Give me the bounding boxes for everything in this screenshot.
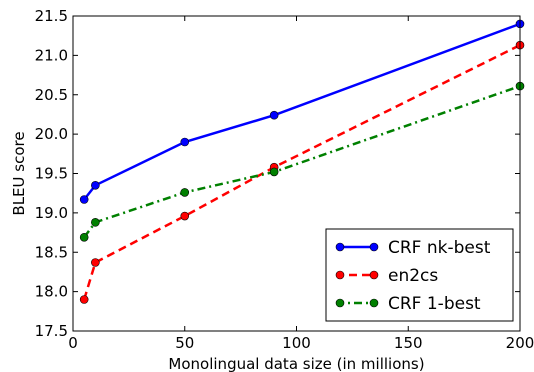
series-2-point (180, 211, 190, 221)
y-tick-label: 18.0 (35, 283, 68, 301)
series-line-2 (82, 44, 521, 300)
x-tick-label: 100 (282, 334, 311, 352)
series-1-point (269, 110, 279, 120)
y-tick-label: 18.5 (35, 243, 68, 261)
x-tick-label: 150 (394, 334, 423, 352)
series-layer (79, 19, 525, 304)
series-1-point (79, 195, 89, 204)
legend-label-3: CRF 1-best (388, 294, 481, 314)
series-3-point (91, 218, 100, 227)
series-3-point (79, 232, 89, 242)
legend-box (325, 228, 514, 322)
legend-label-1: CRF nk-best (388, 238, 491, 258)
ticks-layer: 0 50 100 150 200 17.5 18.0 18.5 19.0 19.5 20.0 20.5… (35, 7, 534, 352)
x-axis-label: Monolingual data size (in millions) (168, 355, 424, 372)
legend-marker (369, 270, 379, 280)
legend-marker (369, 242, 379, 252)
series-1-point (91, 181, 100, 190)
x-tick-label: 0 (68, 334, 78, 352)
series-1-point (180, 137, 190, 147)
legend-marker (335, 298, 345, 308)
x-tick-label: 50 (175, 334, 194, 352)
x-tick-label: 200 (506, 334, 534, 352)
y-tick-label: 19.5 (35, 165, 68, 183)
series-2-point (79, 295, 89, 304)
series-3-point (180, 188, 190, 197)
legend: CRF nk-best en2cs CRF 1-best (325, 228, 514, 322)
y-tick-label: 19.0 (35, 204, 68, 222)
series-2-point (91, 258, 100, 267)
legend-marker (335, 270, 345, 280)
series-3-point (269, 167, 279, 177)
y-tick-label: 21.5 (35, 7, 68, 25)
y-tick-label: 20.5 (35, 86, 68, 104)
legend-items: CRF nk-best en2cs CRF 1-best (335, 238, 491, 314)
series-line-3 (83, 84, 521, 239)
y-tick-label: 20.0 (35, 125, 68, 143)
legend-marker (335, 242, 345, 252)
y-tick-label: 21.0 (35, 46, 68, 64)
legend-label-2: en2cs (388, 266, 438, 286)
y-tick-label: 17.5 (35, 322, 68, 340)
legend-marker (369, 298, 379, 308)
y-axis-label: BLEU score (10, 131, 28, 215)
series-line-1 (83, 22, 521, 201)
